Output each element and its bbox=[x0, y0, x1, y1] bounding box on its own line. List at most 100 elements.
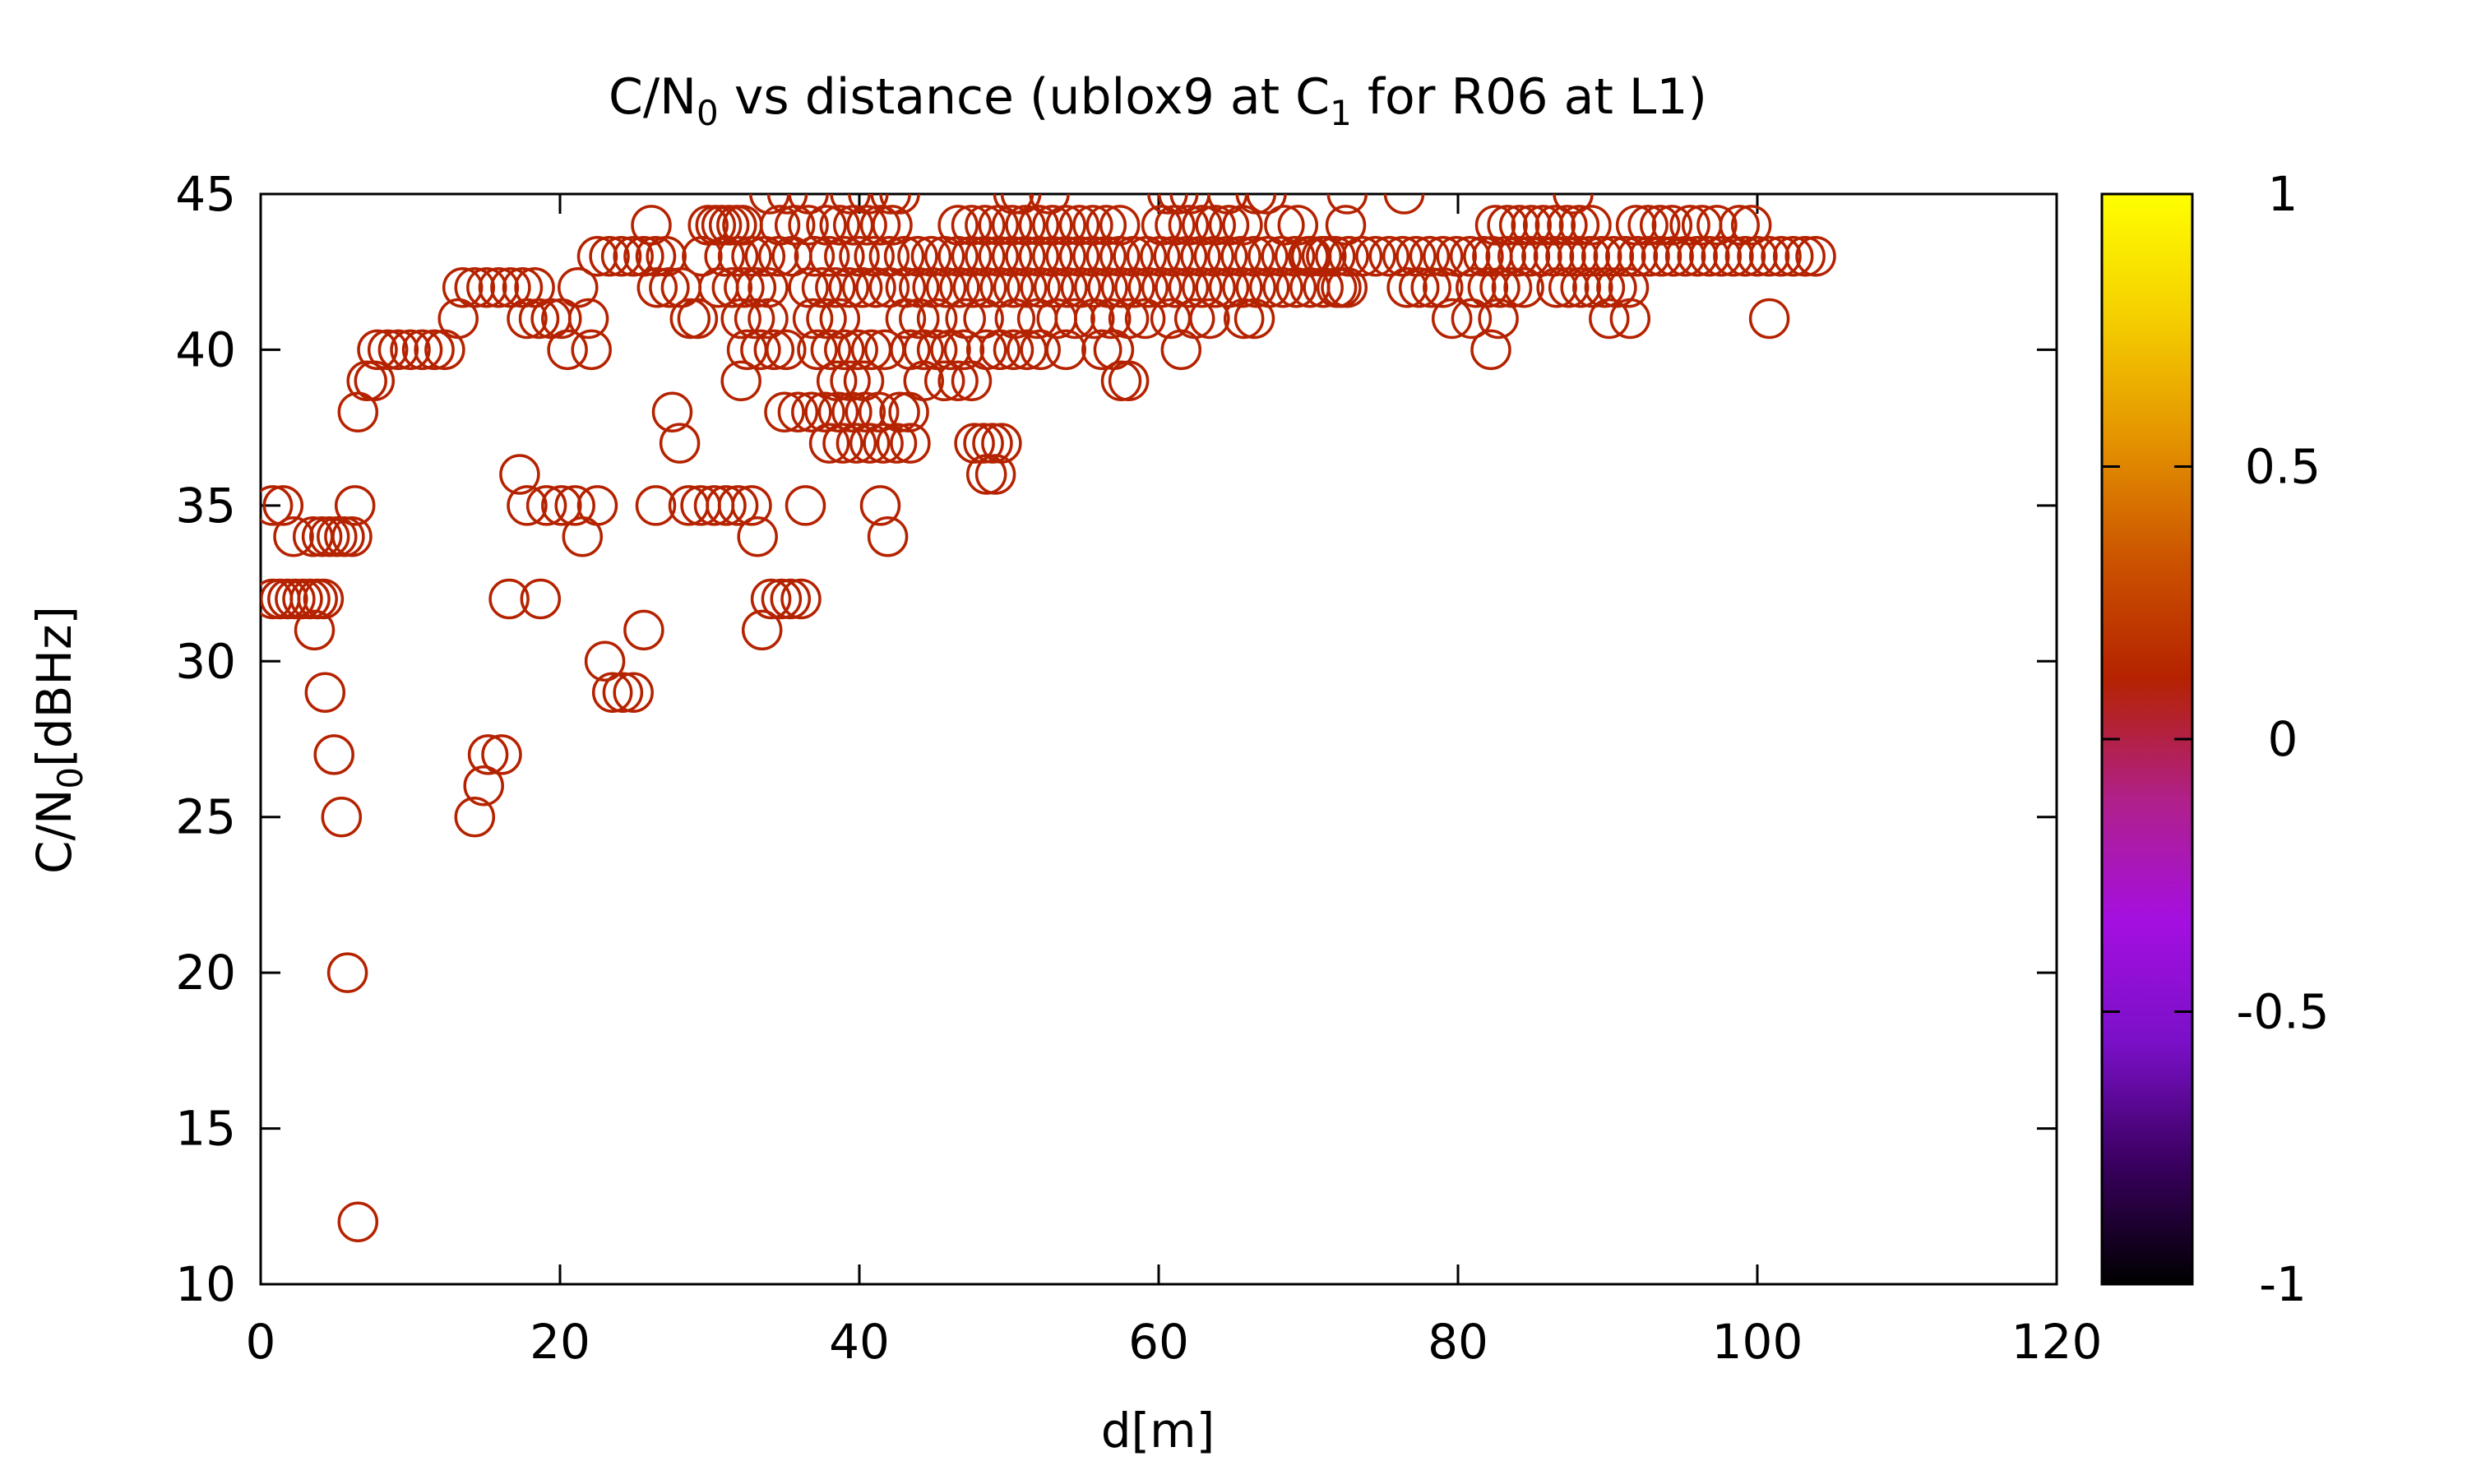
x-tick-label: 120 bbox=[2011, 1314, 2103, 1370]
data-point bbox=[321, 796, 363, 838]
data-point bbox=[518, 298, 560, 340]
data-point bbox=[1169, 194, 1210, 215]
data-point bbox=[963, 298, 1004, 340]
data-point bbox=[331, 515, 373, 557]
data-point bbox=[1018, 205, 1060, 246]
data-point bbox=[558, 266, 599, 308]
data-point bbox=[1748, 298, 1790, 340]
data-point bbox=[991, 205, 1033, 246]
data-point bbox=[488, 578, 530, 620]
data-point bbox=[1410, 266, 1451, 308]
data-point bbox=[294, 609, 336, 651]
plot-frame bbox=[259, 192, 2058, 1286]
data-point bbox=[1431, 298, 1473, 340]
data-point bbox=[437, 298, 479, 340]
data-point bbox=[1341, 236, 1383, 277]
data-point bbox=[390, 329, 431, 371]
data-point bbox=[876, 423, 918, 464]
data-point bbox=[761, 578, 803, 620]
data-point bbox=[859, 485, 901, 526]
y-tick-label: 10 bbox=[175, 1256, 236, 1312]
data-point bbox=[463, 765, 504, 807]
data-point bbox=[1000, 194, 1042, 215]
data-point bbox=[1772, 236, 1814, 277]
data-point bbox=[613, 236, 654, 277]
data-point bbox=[1713, 236, 1754, 277]
data-point bbox=[1032, 205, 1073, 246]
data-point bbox=[974, 454, 1016, 495]
data-point bbox=[731, 485, 772, 526]
data-point bbox=[1553, 194, 1594, 215]
data-point bbox=[584, 640, 626, 682]
data-point bbox=[1234, 298, 1275, 340]
data-point bbox=[1058, 205, 1100, 246]
data-point bbox=[567, 298, 609, 340]
data-point bbox=[837, 329, 878, 371]
data-point bbox=[1386, 266, 1428, 308]
data-point bbox=[937, 360, 979, 402]
data-point bbox=[1157, 194, 1199, 215]
data-point bbox=[541, 485, 582, 526]
data-point bbox=[788, 205, 829, 246]
data-point bbox=[303, 578, 345, 620]
data-point bbox=[1234, 236, 1275, 277]
data-point bbox=[797, 329, 838, 371]
data-point bbox=[888, 391, 929, 432]
data-point bbox=[808, 236, 850, 277]
data-point bbox=[1081, 329, 1122, 371]
data-point bbox=[1748, 236, 1790, 277]
data-point bbox=[467, 734, 509, 775]
data-point bbox=[1487, 205, 1528, 246]
data-point bbox=[870, 194, 911, 215]
colorbar-tick-label: 1 bbox=[2268, 166, 2298, 222]
data-point bbox=[401, 329, 443, 371]
y-axis-label-sub: 0 bbox=[50, 767, 90, 789]
data-point bbox=[804, 391, 845, 432]
data-point bbox=[954, 423, 995, 464]
data-point bbox=[1701, 236, 1743, 277]
data-point bbox=[910, 236, 952, 277]
data-point bbox=[1090, 298, 1132, 340]
data-point bbox=[724, 266, 765, 308]
data-point bbox=[631, 205, 672, 246]
data-point bbox=[764, 391, 805, 432]
data-point bbox=[734, 298, 775, 340]
data-point bbox=[993, 329, 1034, 371]
colorbar-tick-label: 0 bbox=[2268, 711, 2298, 767]
data-point bbox=[1761, 236, 1802, 277]
data-point bbox=[951, 360, 993, 402]
data-point bbox=[972, 423, 1013, 464]
data-point bbox=[520, 578, 562, 620]
data-point bbox=[1383, 194, 1425, 215]
data-point bbox=[801, 266, 843, 308]
data-point bbox=[1261, 236, 1302, 277]
data-point bbox=[1589, 298, 1630, 340]
data-point bbox=[514, 266, 555, 308]
data-point bbox=[1478, 298, 1519, 340]
data-point bbox=[1246, 194, 1287, 215]
colorbar-tick-label: -0.5 bbox=[2236, 984, 2329, 1040]
data-point bbox=[766, 194, 808, 215]
y-axis-label-main: C/N bbox=[26, 789, 82, 874]
data-point bbox=[1617, 236, 1659, 277]
data-point bbox=[720, 298, 761, 340]
data-point bbox=[1274, 236, 1316, 277]
data-point bbox=[1160, 329, 1202, 371]
data-point bbox=[757, 236, 799, 277]
data-point bbox=[1677, 236, 1718, 277]
data-point bbox=[337, 1201, 379, 1242]
data-point bbox=[1235, 194, 1277, 215]
y-tick-label: 15 bbox=[175, 1101, 236, 1157]
data-point bbox=[785, 485, 826, 526]
data-point bbox=[1449, 236, 1491, 277]
y-tick-label: 25 bbox=[175, 789, 236, 845]
data-point bbox=[963, 423, 1004, 464]
data-point bbox=[1719, 205, 1760, 246]
data-point bbox=[794, 236, 835, 277]
data-point bbox=[377, 329, 419, 371]
data-point bbox=[589, 236, 630, 277]
data-point bbox=[1398, 266, 1440, 308]
data-point bbox=[1206, 194, 1248, 215]
y-axis-label-rest: [dBHz] bbox=[26, 606, 82, 767]
data-point bbox=[706, 485, 747, 526]
